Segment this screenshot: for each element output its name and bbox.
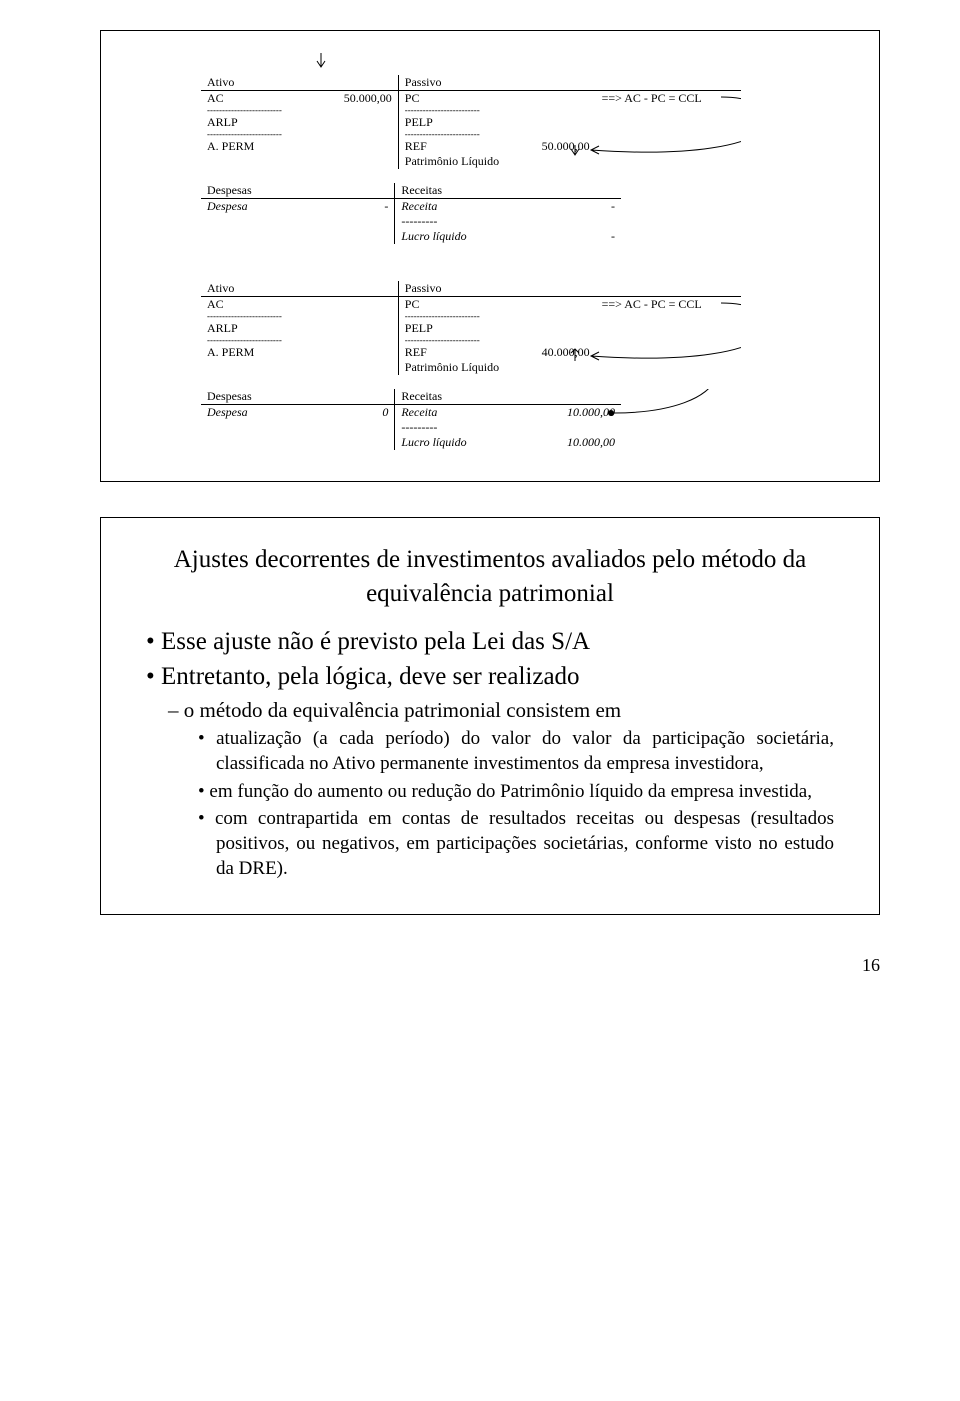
balance-table-2: Ativo Passivo AC PC ==> AC - PC = CCL --…	[201, 281, 741, 375]
balance-table-1: Ativo Passivo AC 50.000,00 PC ==> AC - P…	[201, 75, 741, 169]
slide-text-content: Ajustes decorrentes de investimentos ava…	[100, 517, 880, 915]
bullet-1: Esse ajuste não é previsto pela Lei das …	[146, 625, 834, 659]
bullet-2-1: o método da equivalência patrimonial con…	[146, 696, 834, 724]
hdr-ativo: Ativo	[201, 75, 326, 91]
slide-accounting-diagram: Ativo Passivo AC 50.000,00 PC ==> AC - P…	[100, 30, 880, 482]
cell-arlp: ARLP	[201, 115, 326, 130]
hdr-passivo: Passivo	[398, 75, 523, 91]
cell-pl: Patrimônio Líquido	[398, 154, 595, 169]
cell-ref-val: 50.000,00	[523, 139, 596, 154]
result-table-1: Despesas Receitas Despesa - Receita - --…	[201, 183, 621, 244]
cell-aperm: A. PERM	[201, 139, 326, 154]
bullet-2-1-3: com contrapartida em contas de resultado…	[146, 807, 834, 881]
bullet-2: Entretanto, pela lógica, deve ser realiz…	[146, 660, 834, 694]
slide-title: Ajustes decorrentes de investimentos ava…	[146, 543, 834, 611]
bullet-2-1-1: atualização (a cada período) do valor do…	[146, 727, 834, 776]
cell-ref: REF	[398, 139, 523, 154]
arrow-top	[131, 51, 849, 69]
page-number: 16	[862, 955, 880, 976]
cell-ac-val: 50.000,00	[326, 91, 399, 107]
bullet-2-1-2: em função do aumento ou redução do Patri…	[146, 780, 834, 805]
cell-pc: PC	[398, 91, 523, 107]
result-table-2: Despesas Receitas Despesa 0 Receita 10.0…	[201, 389, 621, 450]
cell-pelp: PELP	[398, 115, 523, 130]
cell-formula: ==> AC - PC = CCL	[596, 91, 741, 107]
cell-ac: AC	[201, 91, 326, 107]
